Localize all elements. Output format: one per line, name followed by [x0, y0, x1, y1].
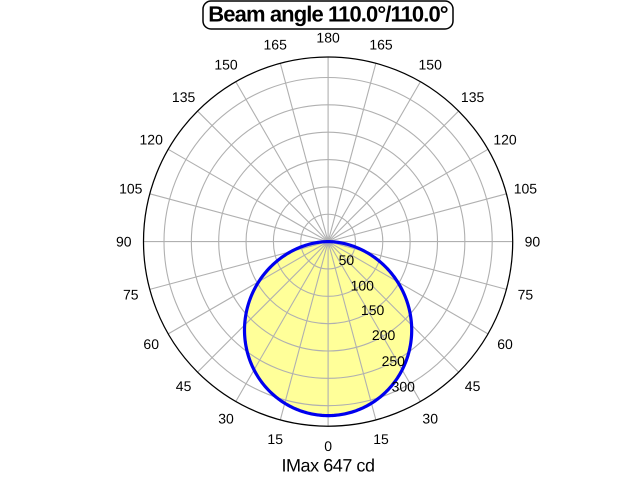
- svg-text:120: 120: [493, 132, 517, 148]
- svg-text:45: 45: [176, 378, 192, 394]
- svg-text:Beam angle 110.0°/110.0°: Beam angle 110.0°/110.0°: [208, 1, 447, 26]
- svg-text:75: 75: [123, 287, 139, 303]
- svg-text:30: 30: [422, 411, 438, 427]
- svg-text:135: 135: [172, 89, 196, 105]
- svg-text:180: 180: [316, 29, 340, 45]
- svg-text:135: 135: [461, 89, 485, 105]
- svg-text:15: 15: [373, 431, 389, 447]
- svg-text:90: 90: [525, 234, 541, 250]
- svg-text:0: 0: [324, 438, 332, 454]
- svg-text:300: 300: [392, 379, 416, 395]
- svg-text:60: 60: [497, 336, 513, 352]
- svg-text:165: 165: [369, 36, 393, 52]
- svg-text:50: 50: [339, 252, 355, 268]
- svg-text:90: 90: [116, 234, 132, 250]
- svg-text:30: 30: [218, 411, 234, 427]
- svg-text:150: 150: [419, 57, 443, 73]
- svg-text:250: 250: [382, 353, 406, 369]
- svg-text:15: 15: [267, 431, 283, 447]
- svg-text:150: 150: [361, 302, 385, 318]
- svg-text:IMax 647 cd: IMax 647 cd: [281, 456, 374, 476]
- svg-text:120: 120: [140, 132, 164, 148]
- svg-text:60: 60: [143, 336, 159, 352]
- svg-text:100: 100: [351, 277, 375, 293]
- svg-text:150: 150: [214, 57, 238, 73]
- svg-text:200: 200: [372, 327, 396, 343]
- svg-text:105: 105: [514, 181, 538, 197]
- svg-text:105: 105: [119, 181, 143, 197]
- svg-text:45: 45: [465, 378, 481, 394]
- svg-text:165: 165: [264, 36, 288, 52]
- svg-text:75: 75: [518, 287, 534, 303]
